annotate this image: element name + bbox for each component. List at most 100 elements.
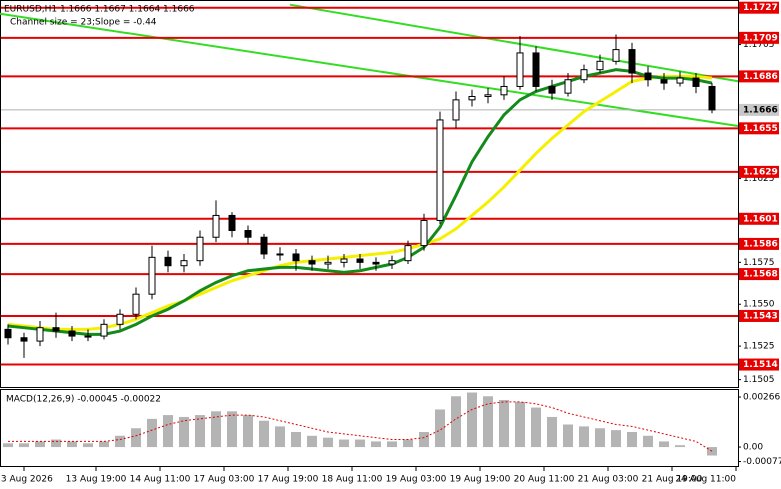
macd-bar bbox=[355, 439, 365, 448]
price-panel bbox=[0, 0, 739, 388]
macd-bar bbox=[99, 441, 109, 448]
candle-body bbox=[468, 95, 476, 101]
chart-title: EURUSD,H1 1.1666 1.1667 1.1664 1.1666 bbox=[4, 5, 195, 15]
candle-body bbox=[452, 99, 460, 121]
level-label: 1.1543 bbox=[743, 311, 778, 321]
macd-bar bbox=[131, 428, 141, 448]
candle-body bbox=[324, 261, 332, 265]
candle-body bbox=[244, 230, 252, 238]
candle-body bbox=[644, 72, 652, 81]
macd-bar bbox=[387, 441, 397, 448]
candle-body bbox=[420, 219, 428, 247]
macd-bar bbox=[547, 416, 557, 448]
macd-bar bbox=[227, 411, 237, 448]
macd-bar bbox=[467, 392, 477, 448]
macd-layer: 0.00266 0.00 -0.00077 bbox=[3, 392, 781, 467]
level-label: 1.1655 bbox=[743, 124, 778, 134]
current-price-label: 1.1666 bbox=[743, 105, 778, 115]
macd-bar bbox=[147, 418, 157, 448]
candle-body bbox=[500, 85, 508, 96]
candle-body bbox=[212, 214, 220, 238]
candle-body bbox=[676, 77, 684, 84]
macd-bar bbox=[627, 432, 637, 448]
candle-body bbox=[564, 79, 572, 94]
level-label: 1.1629 bbox=[743, 167, 778, 177]
macd-title: MACD(12,26,9) -0.00045 -0.00022 bbox=[6, 395, 161, 405]
macd-bar bbox=[211, 411, 221, 448]
candle-body bbox=[276, 253, 284, 256]
level-tag bbox=[739, 358, 779, 371]
candle-body bbox=[340, 258, 348, 263]
x-tick-label: 20 Aug 11:00 bbox=[514, 475, 575, 485]
candle-body bbox=[532, 52, 540, 87]
x-tick-label: 17 Aug 19:00 bbox=[258, 475, 319, 485]
candle-body bbox=[260, 236, 268, 255]
candle-body bbox=[708, 85, 716, 111]
macd-bar bbox=[323, 437, 333, 448]
y-tick-label: -0.00077 bbox=[743, 457, 781, 467]
macd-bar bbox=[275, 426, 285, 448]
level-label: 1.1586 bbox=[743, 239, 778, 249]
level-label: 1.1601 bbox=[743, 214, 778, 224]
macd-bar bbox=[451, 396, 461, 448]
candle-body bbox=[628, 49, 636, 74]
level-tag bbox=[739, 1, 779, 14]
level-tag bbox=[739, 212, 779, 225]
level-tag bbox=[739, 309, 779, 322]
candle-body bbox=[580, 69, 588, 81]
macd-bar bbox=[339, 439, 349, 448]
macd-bar bbox=[291, 432, 301, 448]
chart-subtitle: Channel size = 23;Slope = -0.44 bbox=[10, 18, 157, 28]
macd-bar bbox=[259, 420, 269, 448]
candle-body bbox=[180, 260, 188, 267]
macd-bar bbox=[531, 407, 541, 448]
moving-average bbox=[7, 68, 713, 336]
macd-bar bbox=[675, 445, 685, 448]
candle-body bbox=[20, 337, 28, 342]
macd-bar bbox=[435, 409, 445, 448]
price-layer: 1.17251.17051.16251.16001.15751.15501.15… bbox=[0, 1, 779, 385]
macd-bar bbox=[179, 416, 189, 448]
candle-body bbox=[164, 256, 172, 267]
macd-bar bbox=[371, 441, 381, 448]
level-label: 1.1686 bbox=[743, 72, 778, 82]
x-tick-label: 17 Aug 03:00 bbox=[194, 475, 255, 485]
candle-body bbox=[692, 77, 700, 87]
macd-bar bbox=[115, 435, 125, 448]
macd-bar bbox=[579, 426, 589, 448]
current-price-tag bbox=[739, 103, 779, 116]
x-tick-label: 13 Aug 2026 bbox=[0, 475, 53, 485]
candle-body bbox=[196, 236, 204, 262]
macd-bar bbox=[83, 443, 93, 448]
level-tag bbox=[739, 268, 779, 281]
macd-bar bbox=[595, 428, 605, 448]
signal-line bbox=[8, 401, 713, 452]
x-tick-label: 14 Aug 11:00 bbox=[130, 475, 191, 485]
candle-body bbox=[4, 328, 12, 339]
x-tick-label: 19 Aug 03:00 bbox=[386, 475, 447, 485]
candle-body bbox=[148, 256, 156, 295]
candle-body bbox=[388, 260, 396, 265]
macd-bar bbox=[35, 441, 45, 448]
candle-body bbox=[228, 214, 236, 232]
channel-line bbox=[289, 3, 739, 83]
y-tick-label: 1.1550 bbox=[743, 300, 775, 310]
candle-body bbox=[292, 253, 300, 262]
level-tag bbox=[739, 165, 779, 178]
candle-body bbox=[84, 335, 92, 338]
y-tick-label: 1.1525 bbox=[743, 342, 775, 352]
macd-bar bbox=[499, 400, 509, 448]
candle-body bbox=[548, 85, 556, 94]
macd-bar bbox=[659, 441, 669, 448]
level-label: 1.1727 bbox=[743, 3, 778, 13]
macd-bar bbox=[403, 439, 413, 448]
x-tick-label: 24 Aug 11:00 bbox=[675, 475, 736, 485]
candle-body bbox=[516, 52, 524, 87]
level-label: 1.1568 bbox=[743, 270, 778, 280]
x-tick-label: 21 Aug 03:00 bbox=[578, 475, 639, 485]
level-tag bbox=[739, 237, 779, 250]
macd-bar bbox=[163, 415, 173, 448]
macd-bar bbox=[195, 415, 205, 448]
candle-body bbox=[68, 330, 76, 337]
